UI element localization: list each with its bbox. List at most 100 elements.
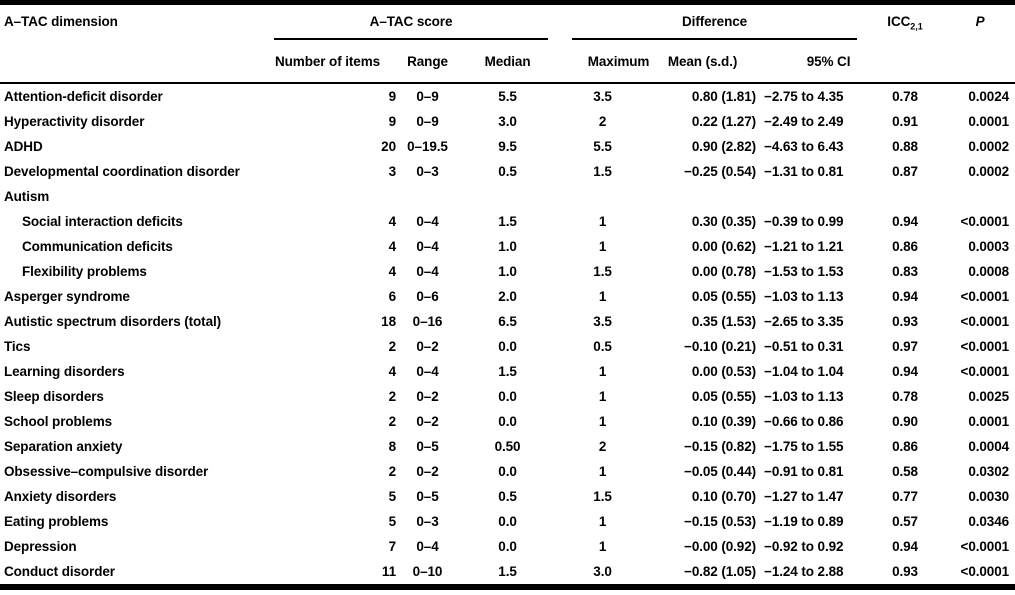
cell-number-of-items: 9	[388, 114, 397, 129]
cell-mean-sd: −0.82 (1.05)	[684, 564, 757, 579]
cell-95-ci: −1.04 to 1.04	[764, 364, 844, 379]
cell-median: 0.0	[498, 389, 517, 404]
cell-median: 0.0	[498, 514, 517, 529]
cell-95-ci: −1.21 to 1.21	[764, 239, 844, 254]
cell-icc	[865, 184, 945, 209]
cell-range: 0–9	[416, 114, 439, 129]
cell-maximum	[560, 184, 645, 209]
cell-95-ci: −2.49 to 2.49	[764, 114, 844, 129]
cell-dimension: Sleep disorders	[4, 389, 104, 404]
cell-number-of-items: 11	[381, 564, 396, 579]
cell-dimension: Eating problems	[4, 514, 109, 529]
cell-95-ci: −0.51 to 0.31	[764, 339, 844, 354]
cell-range: 0–19.5	[407, 139, 448, 154]
cell-range: 0–16	[412, 314, 443, 329]
cell-number-of-items: 6	[388, 289, 397, 304]
cell-median: 3.0	[498, 114, 517, 129]
cell-median: 1.5	[498, 364, 517, 379]
cell-number-of-items: 5	[388, 489, 397, 504]
cell-icc: 0.94	[892, 539, 918, 554]
cell-mean-sd	[645, 184, 760, 209]
cell-range	[400, 184, 455, 209]
cell-maximum: 1	[598, 389, 607, 404]
cell-mean-sd: 0.05 (0.55)	[691, 289, 757, 304]
col-header-number-of-items: Number of items	[272, 40, 400, 84]
cell-icc: 0.93	[892, 314, 918, 329]
table-row: Depression 7 0–4 0.0 1 −0.00 (0.92) −0.9…	[0, 534, 1015, 559]
cell-range: 0–5	[416, 489, 439, 504]
cell-number-of-items: 4	[388, 239, 397, 254]
col-header-mean-sd: Mean (s.d.)	[645, 40, 761, 84]
cell-median: 1.5	[498, 214, 517, 229]
table-row: Communication deficits 4 0–4 1.0 1 0.00 …	[0, 234, 1015, 259]
cell-dimension: Autistic spectrum disorders (total)	[4, 314, 222, 329]
cell-median: 0.50	[494, 439, 521, 454]
cell-median: 1.5	[498, 564, 517, 579]
group-label-difference: Difference	[572, 5, 858, 40]
cell-p-value: 0.0001	[968, 114, 1010, 129]
header-sub-row: Number of items Range Median Maximum Mea…	[0, 40, 1015, 84]
cell-range: 0–4	[416, 264, 439, 279]
cell-p-value: <0.0001	[960, 314, 1010, 329]
table-row: Tics 2 0–2 0.0 0.5 −0.10 (0.21) −0.51 to…	[0, 334, 1015, 359]
table-row: Autism	[0, 184, 1015, 209]
cell-maximum: 1	[598, 539, 607, 554]
cell-maximum: 3.0	[593, 564, 612, 579]
cell-95-ci: −1.03 to 1.13	[764, 289, 844, 304]
header-group-row: A–TAC dimension A–TAC score Difference I…	[0, 2, 1015, 84]
cell-median: 0.0	[498, 539, 517, 554]
col-header-ci: 95% CI	[760, 40, 866, 84]
cell-maximum: 3.5	[593, 314, 612, 329]
cell-icc: 0.78	[892, 89, 918, 104]
cell-dimension: Autism	[4, 189, 50, 204]
cell-range: 0–2	[416, 339, 439, 354]
cell-median: 1.0	[498, 239, 517, 254]
cell-icc: 0.83	[892, 264, 918, 279]
cell-icc: 0.93	[892, 564, 918, 579]
col-header-median: Median	[455, 40, 561, 84]
cell-maximum: 1	[598, 214, 607, 229]
cell-icc: 0.87	[892, 164, 918, 179]
icc-label: ICC	[887, 14, 911, 29]
cell-number-of-items: 7	[388, 539, 397, 554]
cell-number-of-items: 9	[388, 89, 397, 104]
cell-95-ci: −0.92 to 0.92	[764, 539, 844, 554]
ci-header-label: 95% CI	[806, 53, 851, 69]
cell-number-of-items: 5	[388, 514, 397, 529]
cell-dimension: Learning disorders	[4, 364, 125, 379]
cell-mean-sd: 0.05 (0.55)	[691, 389, 757, 404]
cell-mean-sd: −0.25 (0.54)	[684, 164, 757, 179]
cell-number-of-items: 18	[381, 314, 396, 329]
cell-95-ci: −1.31 to 0.81	[764, 164, 844, 179]
table-row: Separation anxiety 8 0–5 0.50 2 −0.15 (0…	[0, 434, 1015, 459]
cell-median: 6.5	[498, 314, 517, 329]
cell-mean-sd: −0.10 (0.21)	[684, 339, 757, 354]
cell-maximum: 2	[598, 439, 607, 454]
cell-p-value: 0.0004	[968, 439, 1010, 454]
cell-number-of-items: 3	[388, 164, 397, 179]
cell-icc: 0.97	[892, 339, 918, 354]
cell-p-value: 0.0003	[968, 239, 1010, 254]
cell-icc: 0.57	[892, 514, 918, 529]
cell-mean-sd: 0.00 (0.62)	[691, 239, 757, 254]
cell-mean-sd: 0.80 (1.81)	[691, 89, 757, 104]
cell-p-value: 0.0030	[968, 489, 1010, 504]
cell-95-ci: −0.66 to 0.86	[764, 414, 844, 429]
cell-icc: 0.88	[892, 139, 918, 154]
table-row: Hyperactivity disorder 9 0–9 3.0 2 0.22 …	[0, 109, 1015, 134]
cell-mean-sd: −0.15 (0.82)	[684, 439, 757, 454]
cell-icc: 0.77	[892, 489, 918, 504]
cell-number-of-items: 8	[388, 439, 397, 454]
col-header-icc: ICC2,1	[865, 2, 946, 84]
cell-range: 0–3	[416, 164, 439, 179]
cell-maximum: 1.5	[593, 489, 612, 504]
cell-median: 0.0	[498, 464, 517, 479]
cell-p-value: 0.0025	[968, 389, 1010, 404]
cell-dimension: Communication deficits	[22, 239, 173, 254]
table-row: Developmental coordination disorder 3 0–…	[0, 159, 1015, 184]
cell-mean-sd: 0.35 (1.53)	[691, 314, 757, 329]
cell-icc: 0.86	[892, 439, 918, 454]
cell-mean-sd: 0.10 (0.39)	[691, 414, 757, 429]
cell-maximum: 1	[598, 239, 607, 254]
